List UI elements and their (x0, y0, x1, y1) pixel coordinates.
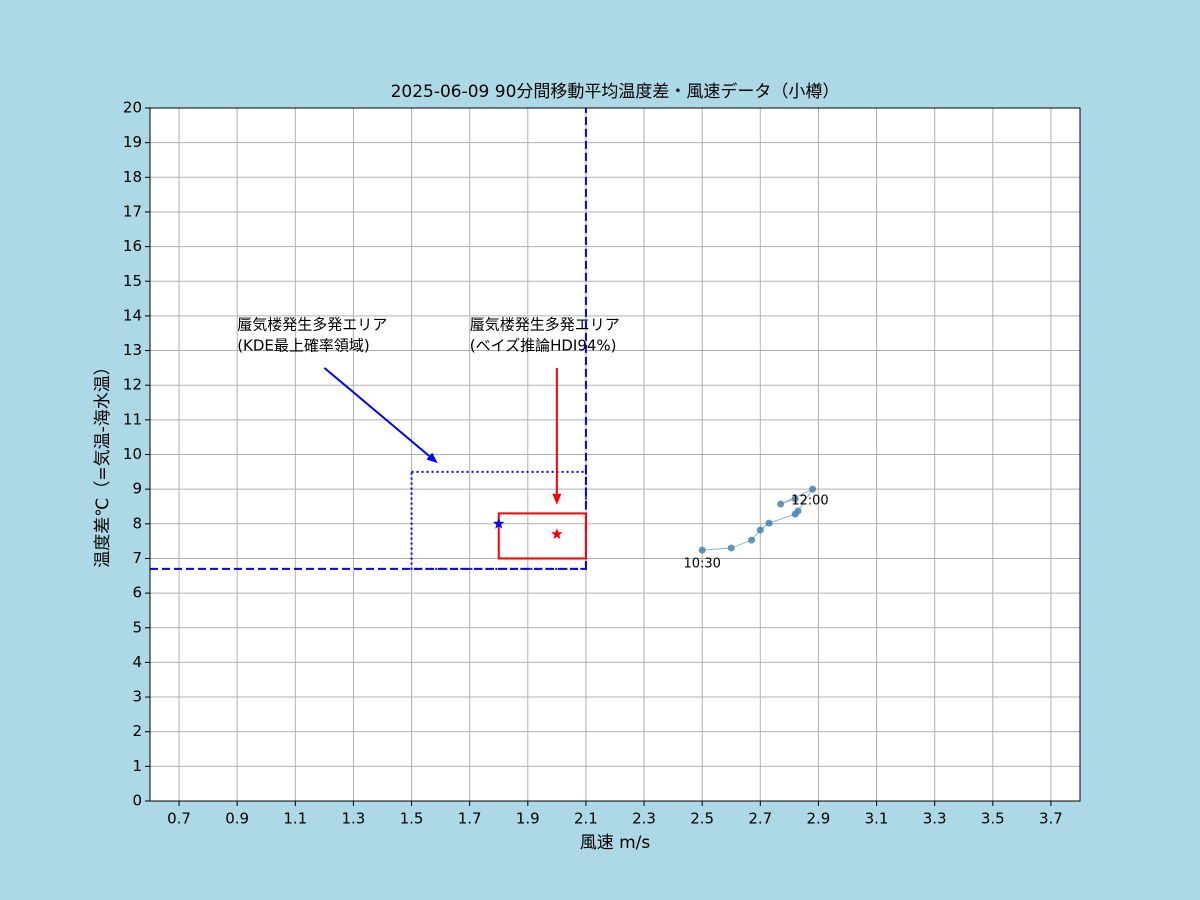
chart-title: 2025-06-09 90分間移動平均温度差・風速データ（小樽） (391, 81, 840, 102)
y-tick-label: 17 (123, 202, 142, 220)
y-tick-label: 19 (123, 133, 142, 151)
data-point (765, 519, 773, 527)
y-tick-label: 14 (123, 306, 142, 324)
y-tick-label: 9 (132, 480, 142, 498)
y-axis-label: 温度差℃（=気温-海水温） (93, 358, 113, 567)
x-tick-label: 2.9 (807, 810, 831, 828)
y-tick-label: 18 (123, 168, 142, 186)
data-point (748, 536, 756, 544)
x-tick-label: 0.9 (225, 810, 249, 828)
x-tick-label: 1.5 (400, 810, 424, 828)
x-axis-label: 風速 m/s (580, 833, 651, 853)
y-tick-label: 15 (123, 272, 142, 290)
annotation-arrow (323, 367, 430, 457)
data-point (794, 507, 802, 515)
point-label: 12:00 (791, 493, 828, 508)
x-tick-label: 3.7 (1039, 810, 1063, 828)
annotation-text: (KDE最上確率領域) (237, 336, 370, 354)
data-point (809, 485, 817, 493)
y-tick-label: 5 (132, 618, 142, 636)
annotation-text: (ベイズ推論HDI94%) (470, 336, 617, 354)
data-point (791, 495, 799, 503)
y-tick-label: 10 (123, 445, 142, 463)
x-tick-label: 1.7 (458, 810, 482, 828)
x-tick-label: 1.9 (516, 810, 540, 828)
arrow-head (552, 493, 562, 505)
data-point (727, 544, 735, 552)
x-tick-label: 3.3 (923, 810, 947, 828)
data-point (698, 546, 706, 554)
y-tick-label: 0 (132, 792, 142, 810)
y-tick-label: 2 (132, 722, 142, 740)
y-tick-label: 3 (132, 688, 142, 706)
annotation-text: 蜃気楼発生多発エリア (470, 315, 620, 333)
marks: 蜃気楼発生多発エリア (KDE最上確率領域) 蜃気楼発生多発エリア (ベイズ推論HDI… (150, 108, 829, 572)
point-label: 10:30 (683, 557, 720, 572)
y-tick-label: 12 (123, 376, 142, 394)
y-tick-label: 16 (123, 237, 142, 255)
y-tick-label: 13 (123, 341, 142, 359)
annotation-text: 蜃気楼発生多発エリア (237, 315, 387, 333)
data-point (777, 500, 785, 508)
x-tick-label: 3.5 (981, 810, 1005, 828)
x-tick-label: 1.3 (342, 810, 366, 828)
arrow-head (426, 452, 438, 464)
plot-frame (149, 107, 1081, 802)
y-tick-label: 11 (123, 410, 142, 428)
x-tick-label: 2.3 (632, 810, 656, 828)
y-tick-label: 8 (132, 514, 142, 532)
x-tick-label: 2.5 (690, 810, 714, 828)
x-tick-label: 1.1 (283, 810, 307, 828)
x-tick-label: 2.7 (748, 810, 772, 828)
y-tick-label: 1 (132, 757, 142, 775)
x-tick-label: 2.1 (574, 810, 598, 828)
y-tick-label: 6 (132, 584, 142, 602)
y-tick-label: 20 (123, 99, 142, 117)
x-tick-label: 0.7 (167, 810, 191, 828)
y-tick-label: 4 (132, 653, 142, 671)
data-point (756, 526, 764, 534)
star-marker (551, 528, 563, 539)
y-tick-label: 7 (132, 549, 142, 567)
region-box (497, 512, 587, 560)
star-marker (493, 517, 505, 529)
x-tick-label: 3.1 (865, 810, 889, 828)
